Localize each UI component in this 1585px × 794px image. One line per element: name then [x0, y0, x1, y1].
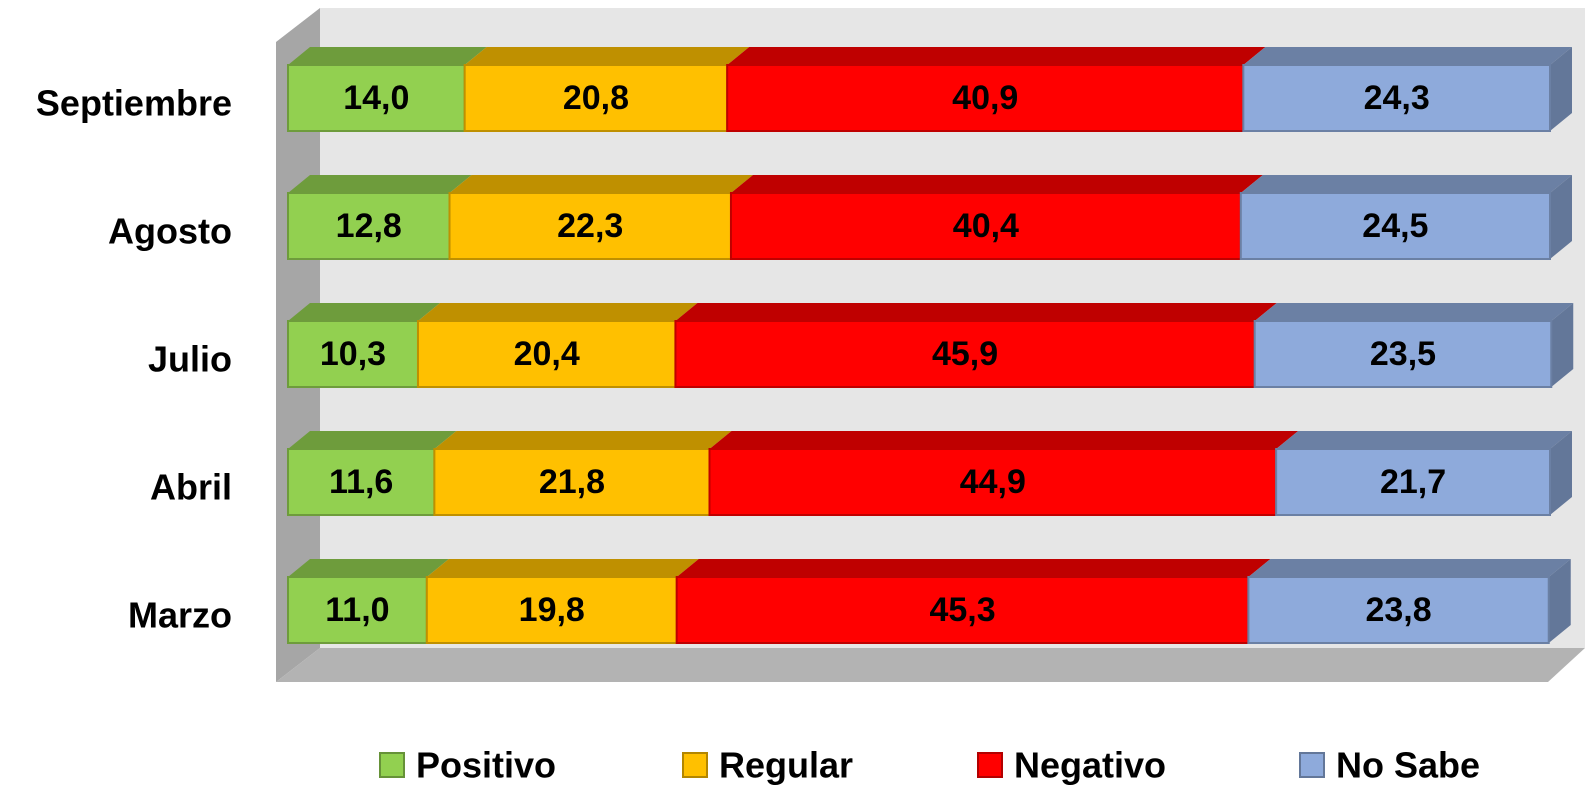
- bar: [287, 192, 451, 260]
- bar: [1247, 576, 1550, 644]
- legend-swatch: [682, 752, 708, 778]
- bar: [287, 320, 419, 388]
- bar-side: [1550, 431, 1572, 515]
- bar: [448, 192, 732, 260]
- bar-top: [1243, 47, 1572, 65]
- bar-top: [426, 559, 699, 577]
- bar-top: [464, 47, 750, 65]
- bar: [425, 576, 678, 644]
- legend-label: Negativo: [1014, 745, 1166, 786]
- legend-swatch: [1299, 752, 1325, 778]
- value-label: 45,3: [929, 591, 995, 629]
- value-label: 19,8: [519, 591, 585, 629]
- legend: Positivo Regular Negativo No Sabe: [379, 745, 1480, 786]
- legend-label: Positivo: [416, 745, 556, 786]
- bar: [287, 448, 436, 516]
- bar: [287, 64, 466, 132]
- bar: [287, 576, 428, 644]
- bar: [674, 320, 1256, 388]
- value-label: 11,6: [329, 463, 393, 501]
- bar-side: [1550, 175, 1572, 259]
- bar: [1239, 192, 1552, 260]
- bar: [433, 448, 711, 516]
- value-label: 24,3: [1364, 79, 1430, 117]
- bar-top: [727, 47, 1266, 65]
- value-label: 40,4: [953, 207, 1019, 245]
- bar-top: [449, 175, 753, 193]
- value-label: 21,8: [539, 463, 605, 501]
- legend-label: No Sabe: [1336, 745, 1480, 786]
- bar-top: [417, 303, 698, 321]
- bar-top: [730, 175, 1263, 193]
- bar-side: [1548, 559, 1571, 643]
- value-label: 22,3: [557, 207, 623, 245]
- value-label: 23,5: [1370, 335, 1436, 373]
- bar: [1275, 448, 1551, 516]
- value-label: 10,3: [320, 335, 386, 373]
- value-label: 11,0: [325, 591, 389, 629]
- value-label: 44,9: [960, 463, 1026, 501]
- bar: [708, 448, 1278, 516]
- value-label: 23,8: [1365, 591, 1431, 629]
- bar-top: [1254, 303, 1574, 321]
- value-label: 20,4: [514, 335, 580, 373]
- bar-top: [675, 303, 1277, 321]
- bar: [1242, 64, 1551, 132]
- bar-side: [1550, 47, 1572, 131]
- bar-top: [288, 431, 457, 449]
- value-label: 40,9: [952, 79, 1018, 117]
- bar-top: [1276, 431, 1572, 449]
- bar-top: [288, 303, 440, 321]
- category-label: Agosto: [108, 211, 232, 252]
- bar-top: [288, 47, 487, 65]
- bar-top: [1248, 559, 1571, 577]
- bar: [726, 64, 1245, 132]
- category-label: Septiembre: [36, 83, 232, 124]
- legend-swatch: [379, 752, 405, 778]
- category-label: Julio: [148, 339, 232, 380]
- bars: 14,0 20,8 40,9 24,3 12,8 22,3 40,4 24,5 10,3 20,4…: [287, 47, 1574, 644]
- floor: [276, 648, 1585, 682]
- bar: [1253, 320, 1553, 388]
- bar: [416, 320, 677, 388]
- value-label: 24,5: [1362, 207, 1428, 245]
- bar-side: [1551, 303, 1574, 387]
- legend-label: Regular: [719, 745, 853, 786]
- value-label: 20,8: [563, 79, 629, 117]
- bar-top: [709, 431, 1299, 449]
- value-label: 45,9: [932, 335, 998, 373]
- value-label: 14,0: [343, 79, 409, 117]
- category-label: Abril: [150, 467, 232, 508]
- legend-swatch: [977, 752, 1003, 778]
- bar: [675, 576, 1250, 644]
- bar-top: [288, 175, 472, 193]
- value-label: 21,7: [1380, 463, 1446, 501]
- category-label: Marzo: [128, 595, 232, 636]
- bar-top: [1240, 175, 1572, 193]
- value-label: 12,8: [336, 207, 402, 245]
- bar-top: [434, 431, 732, 449]
- bar-top: [676, 559, 1271, 577]
- bar-top: [288, 559, 449, 577]
